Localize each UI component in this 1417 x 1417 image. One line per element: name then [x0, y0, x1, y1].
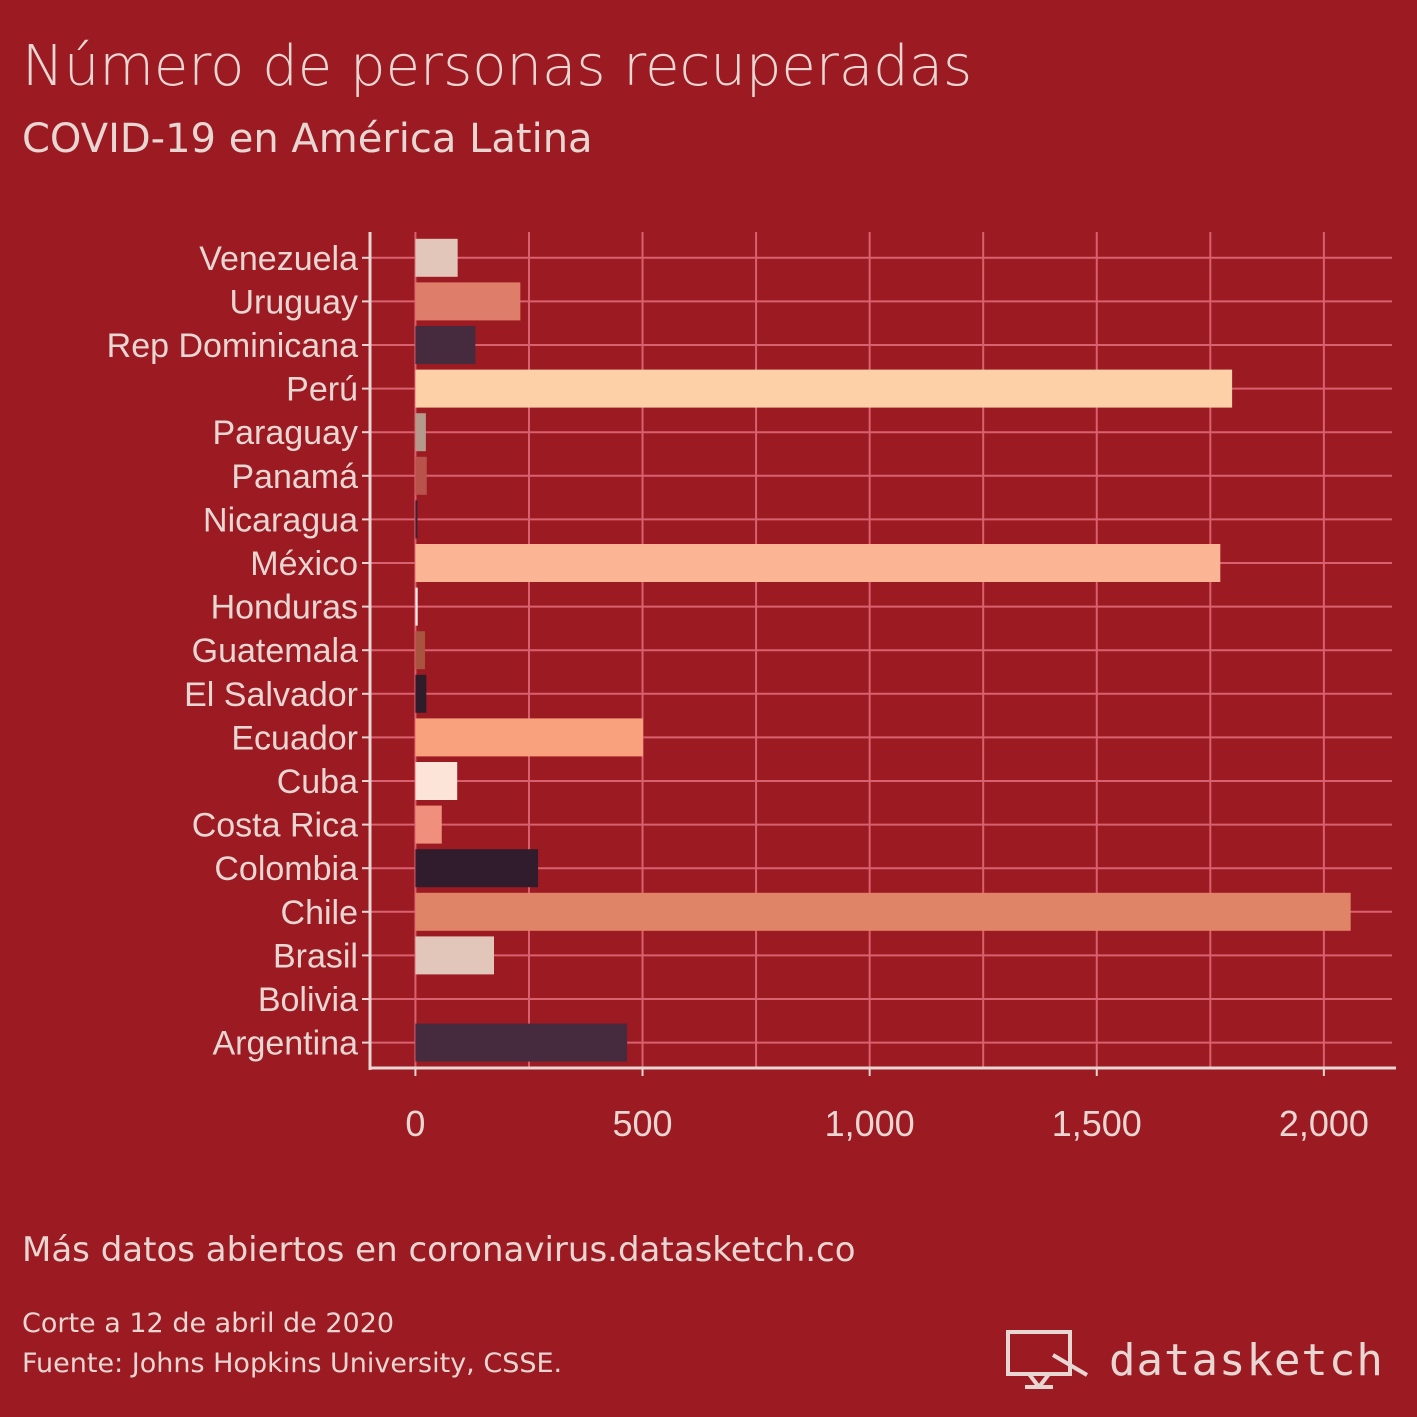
bar-4 [415, 413, 426, 452]
y-tick-label: El Salvador [184, 676, 358, 714]
screen-with-pen-icon [1006, 1330, 1089, 1389]
bar-1 [415, 282, 521, 321]
y-tick-label: Cuba [277, 763, 358, 801]
x-tick-label: 0 [405, 1103, 425, 1144]
x-tick-label: 1,000 [825, 1103, 915, 1144]
y-tick-label: Colombia [214, 850, 358, 888]
y-tick-label: Chile [281, 894, 358, 932]
bar-11 [415, 718, 643, 757]
y-tick-label: Rep Dominicana [107, 327, 358, 365]
y-tick-label: México [250, 545, 358, 583]
logo-text: datasketch [1109, 1334, 1384, 1386]
y-tick-label: Venezuela [199, 240, 358, 278]
grid-lines [370, 232, 1392, 1068]
bar-8 [415, 587, 418, 626]
bar-15 [415, 892, 1351, 931]
bar-2 [415, 326, 476, 364]
datasketch-logo[interactable]: datasketch [1005, 1325, 1384, 1395]
y-tick-label: Bolivia [258, 981, 358, 1019]
bar-0 [415, 238, 458, 277]
y-tick-label: Panamá [231, 458, 358, 496]
axis-labels: Venezuela Uruguay Rep Dominicana Perú Paragu… [107, 240, 1369, 1144]
axes [362, 232, 1396, 1076]
bar-18 [415, 1023, 628, 1062]
y-tick-label: Guatemala [192, 632, 358, 670]
bar-12 [415, 762, 458, 800]
chart-subtitle: COVID-19 en América Latina [22, 116, 593, 162]
bar-3 [415, 369, 1233, 408]
bar-13 [415, 805, 442, 844]
x-tick-label: 500 [612, 1103, 672, 1144]
y-tick-label: Perú [286, 371, 358, 409]
y-tick-label: Paraguay [212, 414, 358, 452]
y-tick-label: Ecuador [231, 719, 358, 757]
x-tick-label: 1,500 [1052, 1103, 1142, 1144]
bar-16 [415, 936, 495, 975]
bar-5 [415, 456, 427, 495]
y-tick-label: Nicaragua [203, 501, 358, 539]
y-tick-label: Brasil [273, 937, 358, 975]
data-source: Fuente: Johns Hopkins University, CSSE. [22, 1348, 563, 1379]
bar-6 [415, 500, 418, 539]
more-data-link[interactable]: Más datos abiertos en coronavirus.datask… [22, 1230, 856, 1270]
bar-14 [415, 849, 539, 888]
bar-9 [415, 631, 425, 670]
bar-10 [415, 674, 427, 713]
y-tick-label: Costa Rica [192, 807, 358, 845]
y-tick-label: Uruguay [229, 283, 358, 321]
bars [415, 238, 1351, 1062]
y-tick-label: Honduras [211, 589, 358, 627]
chart-title: Número de personas recuperadas [22, 34, 973, 99]
x-tick-label: 2,000 [1279, 1103, 1369, 1144]
bar-7 [415, 544, 1221, 582]
y-tick-label: Argentina [212, 1025, 358, 1063]
cutoff-date: Corte a 12 de abril de 2020 [22, 1308, 395, 1339]
